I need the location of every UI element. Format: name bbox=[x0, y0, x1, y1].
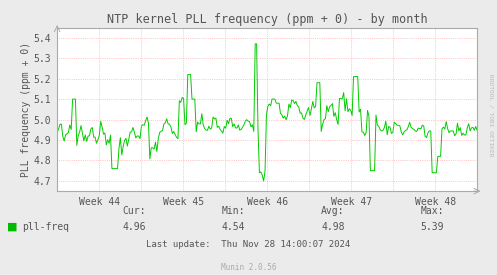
Text: Cur:: Cur: bbox=[122, 206, 146, 216]
Text: Max:: Max: bbox=[420, 206, 444, 216]
Text: Avg:: Avg: bbox=[321, 206, 345, 216]
Text: 4.98: 4.98 bbox=[321, 222, 345, 232]
Text: Munin 2.0.56: Munin 2.0.56 bbox=[221, 263, 276, 272]
Text: 4.96: 4.96 bbox=[122, 222, 146, 232]
Text: RRDTOOL / TOBI OETIKER: RRDTOOL / TOBI OETIKER bbox=[489, 74, 494, 157]
Text: ■: ■ bbox=[7, 222, 18, 232]
Text: 4.54: 4.54 bbox=[222, 222, 246, 232]
Text: Min:: Min: bbox=[222, 206, 246, 216]
Y-axis label: PLL frequency (ppm + 0): PLL frequency (ppm + 0) bbox=[20, 42, 30, 177]
Text: pll-freq: pll-freq bbox=[22, 222, 70, 232]
Text: 5.39: 5.39 bbox=[420, 222, 444, 232]
Text: Last update:  Thu Nov 28 14:00:07 2024: Last update: Thu Nov 28 14:00:07 2024 bbox=[147, 240, 350, 249]
Title: NTP kernel PLL frequency (ppm + 0) - by month: NTP kernel PLL frequency (ppm + 0) - by … bbox=[107, 13, 427, 26]
